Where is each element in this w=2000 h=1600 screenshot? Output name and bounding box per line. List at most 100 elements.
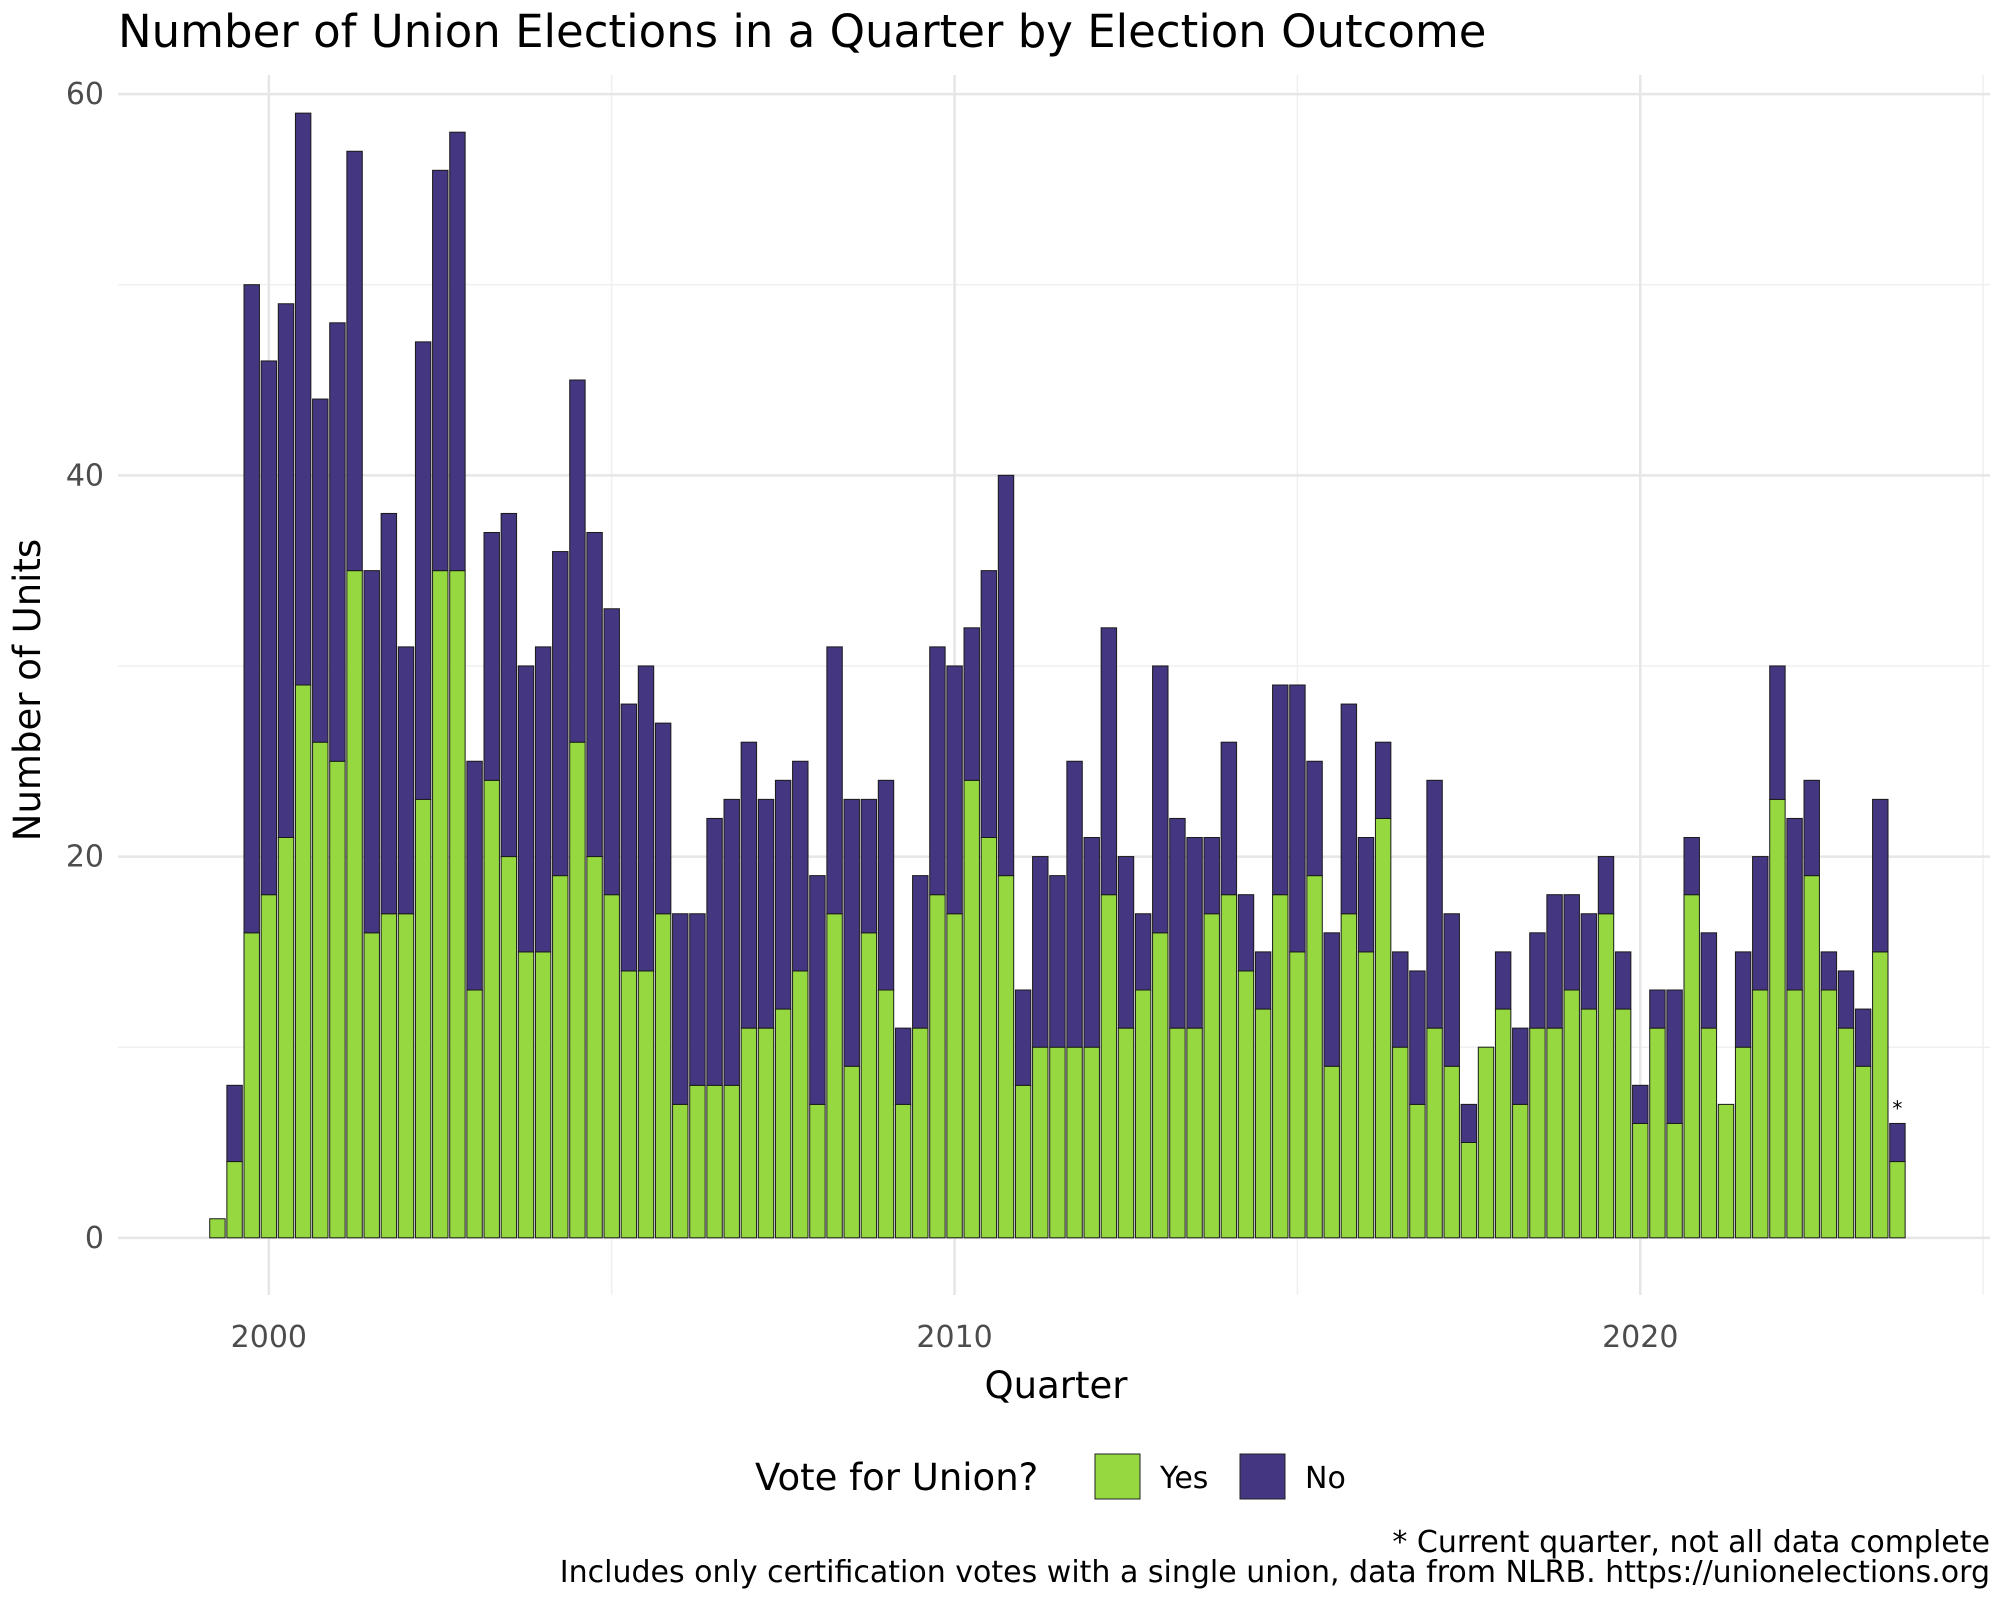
bar-no <box>243 284 260 934</box>
bar-no <box>809 875 826 1105</box>
x-tick-label: 2010 <box>916 1320 992 1355</box>
bar-no <box>1803 779 1820 877</box>
bar-no <box>1529 932 1546 1029</box>
bar-yes <box>620 970 638 1239</box>
bar-yes <box>980 837 998 1239</box>
bar-no <box>1546 894 1563 1029</box>
bar-no <box>1203 837 1220 915</box>
bar-no <box>1014 989 1032 1086</box>
bar-yes <box>1563 989 1580 1239</box>
bar-no <box>1700 932 1718 1029</box>
bar-no <box>346 150 363 572</box>
bar-no <box>586 532 603 858</box>
current-quarter-marker: * <box>1892 1096 1902 1120</box>
bar-yes <box>414 798 432 1239</box>
bar-yes <box>603 894 620 1239</box>
bar-no <box>1323 932 1340 1067</box>
bar-no <box>894 1027 912 1105</box>
bar-no <box>1374 741 1392 819</box>
bar-no <box>946 665 963 915</box>
bar-yes <box>689 1084 706 1239</box>
bar-yes <box>1683 894 1700 1239</box>
bar-yes <box>1409 1103 1426 1239</box>
bar-yes <box>517 951 535 1239</box>
bar-no <box>1083 837 1100 1048</box>
bar-no <box>672 913 689 1105</box>
bar-no <box>1032 856 1049 1048</box>
bar-yes <box>637 970 655 1239</box>
bar-yes <box>1374 817 1392 1239</box>
bar-no <box>826 646 843 915</box>
bar-yes <box>1546 1027 1563 1239</box>
bar-no <box>1563 894 1580 991</box>
bar-yes <box>1100 894 1118 1239</box>
bar-no <box>1254 951 1272 1010</box>
bar-no <box>637 665 655 972</box>
bar-yes <box>466 989 483 1239</box>
bar-no <box>774 779 792 1010</box>
bar-no <box>1186 837 1203 1029</box>
bar-no <box>1512 1027 1529 1105</box>
bar-yes <box>1357 951 1375 1239</box>
bar-yes <box>1477 1046 1495 1239</box>
bar-yes <box>1426 1027 1443 1239</box>
bar-yes <box>1837 1027 1855 1239</box>
legend-title: Vote for Union? <box>755 1456 1038 1499</box>
bar-yes <box>929 894 946 1239</box>
bar-no <box>1632 1084 1649 1124</box>
bar-no <box>877 779 895 991</box>
bar-yes <box>1443 1065 1460 1239</box>
bar-yes <box>1117 1027 1135 1239</box>
bar-yes <box>1734 1046 1752 1239</box>
x-axis-title: Quarter <box>985 1364 1129 1407</box>
bar-no <box>1306 760 1323 877</box>
bar-no <box>620 703 638 972</box>
bar-no <box>1769 665 1786 800</box>
x-tick-label: 2020 <box>1602 1320 1678 1355</box>
bar-yes <box>1272 894 1289 1239</box>
bar-no <box>689 913 706 1086</box>
bar-yes <box>740 1027 758 1239</box>
bar-no <box>603 608 620 896</box>
bar-yes <box>774 1008 792 1239</box>
bar-yes <box>912 1027 929 1239</box>
bar-yes <box>1220 894 1238 1239</box>
bar-no <box>1409 970 1426 1105</box>
bar-no <box>432 169 449 572</box>
bar-no <box>912 875 929 1029</box>
bar-no <box>1666 989 1683 1124</box>
bar-no <box>1786 817 1803 991</box>
bar-yes <box>1700 1027 1718 1239</box>
bar-no <box>260 360 278 896</box>
bar-no <box>500 512 518 858</box>
bar-no <box>1272 684 1289 896</box>
bar-yes <box>1529 1027 1546 1239</box>
bar-yes <box>449 570 466 1239</box>
bar-yes <box>397 913 415 1239</box>
chart-title: Number of Union Elections in a Quarter b… <box>118 5 1486 58</box>
bar-yes <box>1512 1103 1529 1239</box>
legend: Vote for Union? Yes No <box>755 1453 1346 1500</box>
bar-no <box>449 131 466 572</box>
bar-yes <box>277 837 295 1239</box>
bar-no <box>1854 1008 1872 1067</box>
bar-yes <box>209 1218 226 1239</box>
bar-no <box>1597 856 1615 915</box>
y-axis-title: Number of Units <box>6 539 49 841</box>
bar-yes <box>1803 875 1820 1239</box>
bar-yes <box>1289 951 1306 1239</box>
bar-yes <box>1752 989 1769 1239</box>
bar-no <box>552 551 569 877</box>
bar-yes <box>1717 1103 1735 1239</box>
bar-no <box>1734 951 1752 1048</box>
legend-label-yes: Yes <box>1159 1461 1208 1496</box>
bar-no <box>929 646 946 896</box>
bar-no <box>723 798 740 1086</box>
bar-yes <box>1254 1008 1272 1239</box>
bar-yes <box>569 741 586 1239</box>
bar-yes <box>1134 989 1152 1239</box>
bar-yes <box>483 779 500 1239</box>
bar-no <box>329 322 346 762</box>
bar-no <box>1169 817 1186 1029</box>
bar-no <box>1237 894 1255 972</box>
